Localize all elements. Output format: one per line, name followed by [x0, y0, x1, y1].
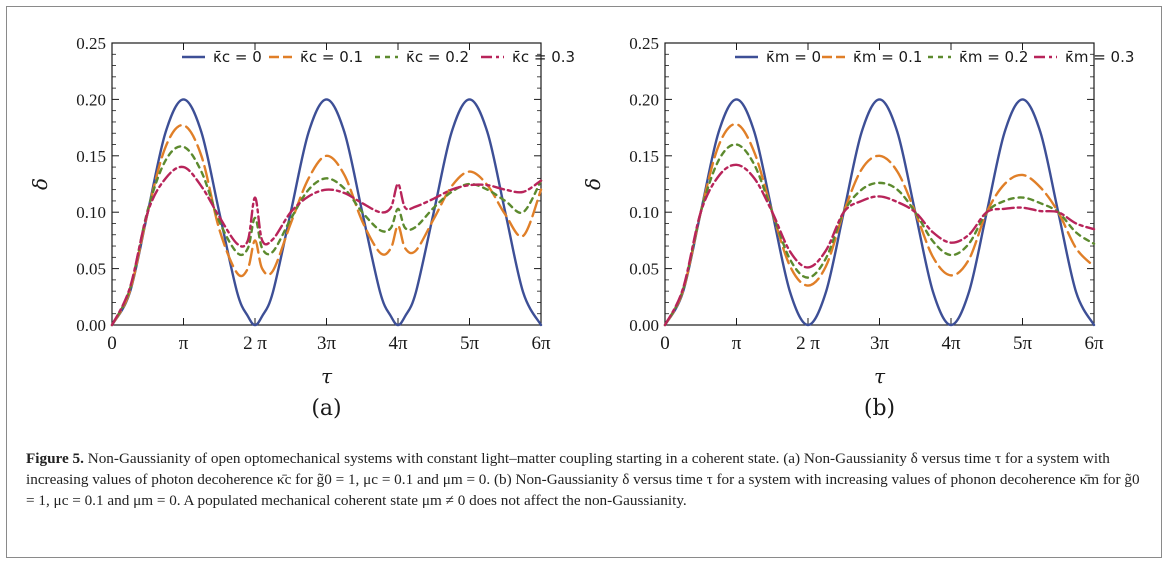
y-tick-label: 0.25 [629, 34, 659, 53]
x-tick-label: 2 π [243, 333, 267, 354]
legend-label: κ̄m = 0 [766, 48, 821, 66]
legend-label: κ̄m = 0.2 [959, 48, 1028, 66]
chart-panel-b: 0.00 0.05 0.10 0.15 0.20 0.25 0 π 2 π 3π 4π 5π 6π τ δ κ… [581, 34, 1134, 421]
y-tick-label: 0.00 [76, 316, 106, 335]
y-tick-label: 0.20 [76, 90, 106, 109]
y-tick-label: 0.20 [629, 90, 659, 109]
y-tick-label: 0.05 [76, 260, 106, 279]
x-tick-label: π [732, 333, 742, 354]
y-tick-label: 0.10 [76, 203, 106, 222]
y-tick-label: 0.15 [76, 147, 106, 166]
legend-label: κ̄c = 0.3 [512, 48, 575, 66]
y-axis-label: δ [28, 178, 52, 190]
series-line-2 [663, 143, 1096, 327]
x-tick-label: 4π [941, 333, 961, 354]
x-tick-label: 5π [460, 333, 480, 354]
legend-label: κ̄c = 0 [213, 48, 262, 66]
y-tick-label: 0.10 [629, 203, 659, 222]
x-axis-label: τ [874, 364, 886, 388]
x-tick-label: 0 [107, 333, 117, 354]
y-tick-label: 0.05 [629, 260, 659, 279]
x-tick-label: 3π [870, 333, 890, 354]
panel-label: (a) [311, 396, 341, 421]
y-tick-label: 0.15 [629, 147, 659, 166]
x-tick-label: 5π [1013, 333, 1033, 354]
caption-label: Figure 5. [26, 450, 84, 467]
legend-label: κ̄m = 0.1 [853, 48, 922, 66]
series-line-0 [110, 98, 543, 327]
x-tick-label: π [179, 333, 189, 354]
series-line-3 [663, 163, 1096, 327]
legend-label: κ̄c = 0.1 [300, 48, 363, 66]
y-tick-label: 0.00 [629, 316, 659, 335]
series-line-1 [663, 123, 1096, 327]
x-tick-label: 4π [388, 333, 408, 354]
x-tick-label: 3π [317, 333, 337, 354]
x-tick-label: 2 π [796, 333, 820, 354]
chart-panel-a: 0.00 0.05 0.10 0.15 0.20 0.25 0 π 2 π 3π 4π 5π 6π τ δ κ… [28, 34, 575, 421]
x-tick-label: 0 [660, 333, 670, 354]
x-tick-label: 6π [531, 333, 551, 354]
series-line-3 [110, 165, 543, 327]
figure-caption: Figure 5. Non-Gaussianity of open optome… [26, 448, 1146, 511]
x-axis-label: τ [321, 364, 333, 388]
series-line-0 [663, 98, 1096, 327]
legend-label: κ̄c = 0.2 [406, 48, 469, 66]
caption-text: Non-Gaussianity of open optomechanical s… [26, 450, 1140, 509]
figure-plots: 0.00 0.05 0.10 0.15 0.20 0.25 0 π 2 π 3π 4π 5π 6π τ δ κ… [28, 34, 1134, 421]
figure-frame [6, 6, 1162, 558]
legend-label: κ̄m = 0.3 [1065, 48, 1134, 66]
x-tick-label: 6π [1084, 333, 1104, 354]
y-tick-label: 0.25 [76, 34, 106, 53]
panel-label: (b) [864, 396, 895, 421]
series-line-1 [110, 124, 543, 327]
y-axis-label: δ [581, 178, 605, 190]
